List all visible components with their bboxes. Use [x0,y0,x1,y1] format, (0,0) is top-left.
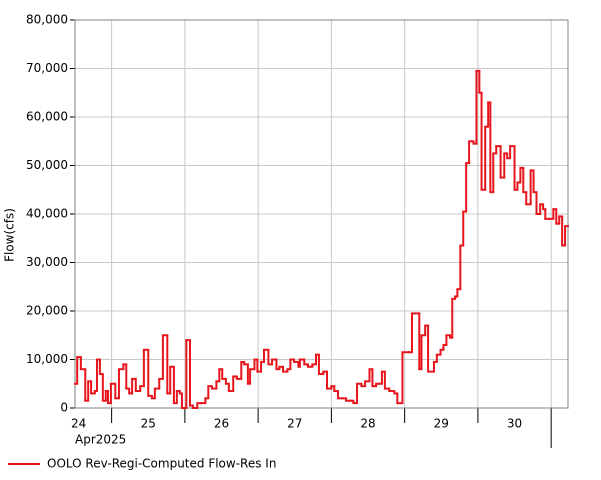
x-tick-label: 26 [214,417,229,431]
x-sublabel: Apr2025 [75,433,126,447]
x-tick-label: 24 [71,417,86,431]
y-tick-label: 40,000 [26,207,68,221]
y-tick-label: 0 [60,401,68,415]
x-tick-label: 28 [360,417,375,431]
y-tick-label: 20,000 [26,304,68,318]
y-tick-label: 80,000 [26,13,68,27]
y-tick-label: 60,000 [26,110,68,124]
y-tick-label: 30,000 [26,255,68,269]
x-tick-label: 27 [287,417,302,431]
x-tick-label: 29 [434,417,449,431]
y-tick-label: 10,000 [26,352,68,366]
x-tick-label: 30 [507,417,522,431]
x-tick-label: 25 [141,417,156,431]
y-axis-label: Flow(cfs) [3,208,17,262]
legend-label: OOLO Rev-Regi-Computed Flow-Res In [47,457,276,471]
y-tick-label: 70,000 [26,61,68,75]
y-tick-label: 50,000 [26,158,68,172]
plot-border [74,19,569,409]
